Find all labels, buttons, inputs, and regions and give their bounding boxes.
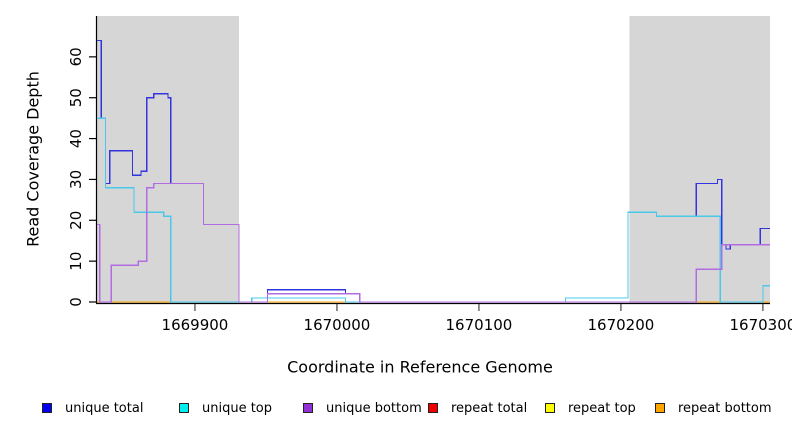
legend-label-unique_bottom: unique bottom (326, 400, 422, 416)
left-masked-region (97, 16, 239, 303)
y-axis-title: Read Coverage Depth (23, 71, 43, 247)
legend-item-repeat_bottom: repeat bottom (655, 398, 772, 418)
right-masked-region (629, 16, 770, 303)
legend-label-unique_total: unique total (65, 400, 144, 416)
series-unique_bottom-line (97, 182, 770, 303)
legend-swatch-repeat_top (545, 403, 555, 413)
y-tick-label: 0 (67, 297, 85, 307)
x-tick-label: 1670100 (446, 316, 513, 334)
y-tick-label: 60 (67, 47, 85, 66)
legend-label-repeat_top: repeat top (568, 400, 636, 416)
legend: unique total unique top unique bottom repea… (0, 398, 792, 420)
legend-swatch-repeat_total (428, 403, 438, 413)
y-tick-label: 10 (67, 252, 85, 271)
legend-label-repeat_bottom: repeat bottom (678, 400, 772, 416)
legend-item-unique_top: unique top (179, 398, 272, 418)
x-tick-label: 1669900 (162, 316, 229, 334)
legend-item-unique_bottom: unique bottom (303, 398, 422, 418)
legend-item-repeat_total: repeat total (428, 398, 527, 418)
legend-item-repeat_top: repeat top (545, 398, 636, 418)
y-tick-label: 50 (67, 88, 85, 107)
x-tick-label: 1670000 (304, 316, 371, 334)
y-tick-label: 30 (67, 170, 85, 189)
x-tick-label: 1670200 (588, 316, 655, 334)
y-tick-label: 20 (67, 211, 85, 230)
legend-swatch-unique_total (42, 403, 52, 413)
legend-label-unique_top: unique top (202, 400, 273, 416)
x-axis-title: Coordinate in Reference Genome (287, 357, 553, 377)
legend-item-unique_total: unique total (42, 398, 143, 418)
x-tick-label: 1670300 (729, 316, 792, 334)
legend-swatch-repeat_bottom (655, 403, 665, 413)
legend-label-repeat_total: repeat total (451, 400, 528, 416)
series-unique_top-line (97, 117, 770, 303)
legend-swatch-unique_bottom (303, 403, 313, 413)
legend-swatch-unique_top (179, 403, 189, 413)
y-tick-label: 40 (67, 129, 85, 148)
